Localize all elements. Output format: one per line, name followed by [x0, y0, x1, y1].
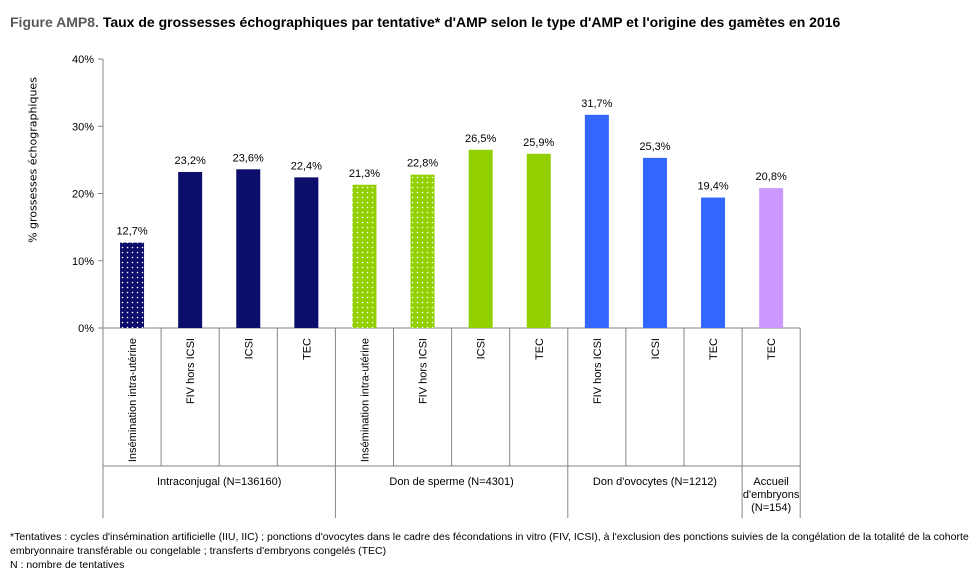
bar-value-label: 21,3% — [349, 168, 380, 180]
footnote: *Tentatives : cycles d'insémination arti… — [10, 530, 975, 572]
figure-title-text: Taux de grossesses échographiques par te… — [102, 14, 841, 30]
y-tick-label: 30% — [72, 121, 94, 133]
group-label: Don d'ovocytes (N=1212) — [593, 476, 717, 488]
bars — [120, 114, 784, 328]
category-label: FIV hors ICSI — [418, 338, 430, 404]
footnote-n-definition: N : nombre de tentatives — [10, 559, 125, 571]
category-label: ICSI — [650, 338, 662, 359]
category-label: ICSI — [243, 338, 255, 359]
bar-value-label: 23,2% — [175, 155, 206, 167]
category-label: TEC — [301, 338, 313, 360]
bar-value-label: 25,9% — [523, 137, 554, 149]
bar — [701, 197, 726, 328]
bar-value-label: 25,3% — [639, 141, 670, 153]
bar-value-label: 26,5% — [465, 133, 496, 145]
bar-value-label: 23,6% — [233, 152, 264, 164]
y-tick-label: 10% — [72, 256, 94, 268]
figure-number: Figure AMP8. — [10, 14, 99, 30]
chart-title: Figure AMP8. Taux de grossesses échograp… — [10, 10, 970, 34]
group-labels: Intraconjugal (N=136160) Don de sperme (N… — [157, 476, 800, 514]
bar-value-label: 31,7% — [581, 98, 612, 110]
bar — [352, 184, 377, 328]
category-label: FIV hors ICSI — [185, 338, 197, 404]
category-label: ICSI — [476, 338, 488, 359]
bar — [526, 153, 551, 328]
bar-value-label: 19,4% — [697, 181, 728, 193]
bar — [642, 157, 667, 328]
bar — [759, 188, 784, 328]
bar-value-label: 20,8% — [756, 171, 787, 183]
bar — [236, 169, 261, 328]
axes: 0% 10% 20% 30% 40% — [72, 54, 801, 518]
category-label: Insémination intra-utérine — [127, 338, 139, 462]
bar-value-label: 22,8% — [407, 158, 438, 170]
bar-value-label: 12,7% — [116, 226, 147, 238]
bar — [120, 242, 145, 328]
category-label: TEC — [534, 338, 546, 360]
bar — [468, 149, 493, 328]
group-label: (N=154) — [751, 502, 791, 514]
group-label: Accueil — [753, 476, 788, 488]
category-labels: Insémination intra-utérine FIV hors ICSI I… — [127, 338, 778, 462]
bar-chart: 0% 10% 20% 30% 40% 12,7% 23,2% 23,6% 22,4% 21,3%… — [72, 54, 801, 518]
bar — [584, 114, 609, 328]
category-label: FIV hors ICSI — [592, 338, 604, 404]
y-tick-label: 0% — [78, 323, 94, 335]
bar-value-label: 22,4% — [291, 160, 322, 172]
y-tick-label: 40% — [72, 54, 94, 66]
group-label: Intraconjugal (N=136160) — [157, 476, 281, 488]
footnote-definitions: *Tentatives : cycles d'insémination arti… — [10, 531, 969, 557]
bar — [410, 174, 435, 328]
category-label: Insémination intra-utérine — [359, 338, 371, 462]
bar — [178, 171, 203, 328]
y-tick-label: 20% — [72, 189, 94, 201]
group-label: d'embryons — [743, 489, 800, 501]
group-label: Don de sperme (N=4301) — [389, 476, 513, 488]
data-labels: 12,7% 23,2% 23,6% 22,4% 21,3% 22,8% 26,5% 25,9%… — [116, 98, 787, 238]
category-label: TEC — [708, 338, 720, 360]
bar — [294, 177, 319, 328]
category-label: TEC — [766, 338, 778, 360]
